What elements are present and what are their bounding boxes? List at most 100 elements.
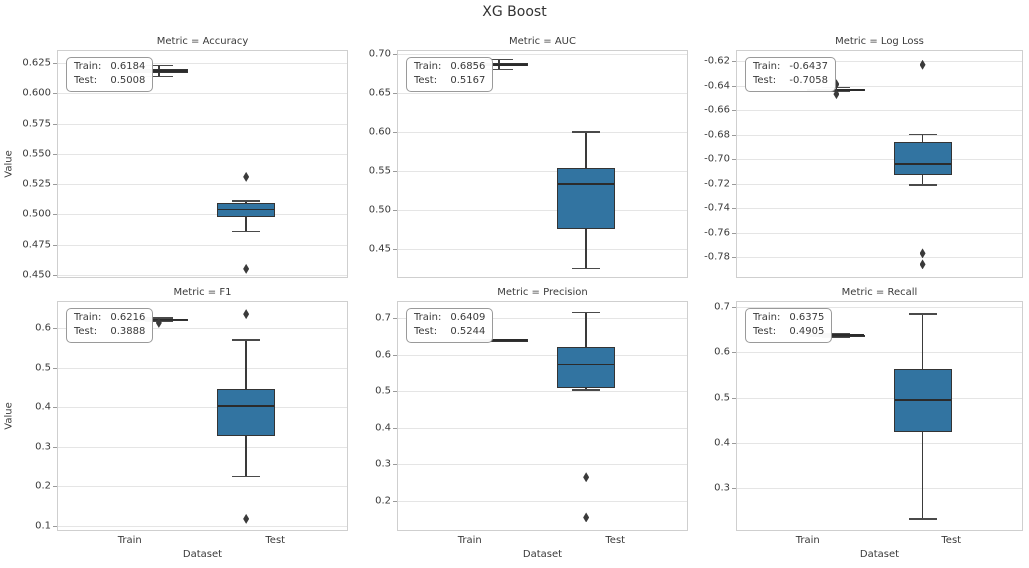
grid-line (397, 427, 688, 429)
y-tick-label: -0.70 (704, 153, 730, 165)
whisker-line (921, 134, 924, 142)
y-tick-mark (53, 184, 57, 186)
axes-precision (397, 301, 688, 531)
y-tick-label: 0.600 (22, 87, 51, 99)
x-tick-label-test: Test (265, 535, 286, 546)
whisker-cap (822, 336, 851, 339)
whisker-line (158, 65, 160, 69)
y-tick-mark (53, 123, 57, 125)
y-tick-mark (732, 442, 736, 444)
y-tick-mark (732, 397, 736, 399)
annotation-train-value: 0.6216 (110, 312, 146, 323)
y-tick-mark (732, 257, 736, 258)
y-tick-label: -0.78 (704, 251, 730, 263)
y-tick-mark (53, 93, 57, 95)
grid-line (57, 275, 348, 276)
annotation-train-value: 0.6856 (450, 61, 486, 72)
y-tick-label: 0.3 (375, 458, 391, 470)
annotation-train-label: Train: (753, 312, 781, 323)
annotation-test-value: 0.4905 (789, 326, 825, 337)
y-tick-label: 0.6 (375, 349, 391, 361)
annotation-test-value: 0.5167 (450, 75, 486, 86)
annotation-test-value: 0.3888 (110, 326, 146, 337)
annotation-box: Train: 0.6216 Test: 0.3888 (66, 308, 154, 343)
y-tick-label: 0.4 (375, 422, 391, 434)
y-tick-mark (732, 159, 736, 160)
median-line (470, 64, 527, 67)
annotation-box: Train: 0.6856 Test: 0.5167 (406, 57, 494, 92)
y-tick-mark (393, 171, 397, 172)
y-tick-mark (53, 63, 57, 64)
whisker-line (921, 313, 924, 369)
whisker-line (498, 66, 500, 70)
outlier-point (583, 512, 590, 523)
outlier-point (833, 79, 840, 90)
grid-line (57, 446, 348, 448)
annotation-train-label: Train: (414, 61, 442, 72)
median-line (218, 208, 275, 211)
y-tick-mark (732, 208, 736, 209)
box-test (893, 141, 952, 175)
y-tick-label: -0.62 (704, 55, 730, 67)
annotation-train-label: Train: (74, 61, 102, 72)
median-line (894, 163, 951, 165)
y-tick-mark (53, 153, 57, 155)
y-tick-mark (732, 85, 736, 87)
grid-line (397, 210, 688, 211)
grid-line (736, 134, 1023, 136)
x-axis-label: Dataset (182, 549, 223, 560)
annotation-test-label: Test: (74, 326, 98, 337)
grid-line (57, 123, 348, 125)
y-tick-mark (393, 210, 397, 211)
y-tick-mark (732, 232, 736, 234)
y-tick-mark (732, 488, 736, 489)
y-tick-label: 0.45 (368, 243, 391, 255)
y-axis-label: Value (3, 402, 15, 430)
annotation-test-label: Test: (753, 75, 777, 86)
annotation-train-label: Train: (74, 312, 102, 323)
whisker-line (498, 59, 500, 64)
y-axis-label: Value (3, 150, 15, 178)
subplot-title-auc: Metric = AUC (509, 36, 576, 47)
y-tick-label: -0.66 (704, 104, 730, 116)
median-line (558, 183, 615, 186)
y-tick-label: 0.4 (35, 401, 51, 413)
y-tick-mark (732, 183, 736, 185)
y-tick-label: 0.2 (375, 495, 391, 507)
x-axis-label: Dataset (522, 549, 563, 560)
y-tick-label: 0.575 (22, 118, 51, 129)
whisker-cap (232, 475, 261, 478)
grid-line (57, 486, 348, 488)
whisker-line (245, 339, 247, 389)
grid-line (397, 132, 688, 133)
whisker-cap (232, 339, 261, 341)
y-tick-label: 0.6 (35, 322, 51, 334)
outlier-point (155, 317, 162, 328)
y-tick-mark (393, 464, 397, 466)
y-tick-mark (53, 526, 57, 527)
grid-line (57, 367, 348, 369)
grid-line (57, 407, 348, 409)
outlier-point (833, 89, 840, 100)
whisker-cap (908, 313, 937, 315)
whisker-line (585, 312, 587, 348)
y-tick-mark (732, 307, 736, 308)
y-tick-label: 0.6 (714, 346, 730, 358)
y-tick-mark (393, 391, 397, 393)
outlier-point (243, 309, 250, 320)
grid-line (736, 257, 1023, 258)
y-tick-label: 0.65 (368, 87, 391, 99)
y-tick-label: 0.625 (22, 57, 51, 69)
grid-line (397, 93, 688, 94)
x-tick-label-train: Train (457, 535, 482, 546)
y-tick-label: 0.450 (22, 269, 51, 281)
outlier-point (243, 171, 250, 182)
median-line (808, 334, 865, 337)
y-tick-label: 0.550 (22, 148, 51, 160)
axes-f1 (57, 301, 348, 531)
grid-line (736, 61, 1023, 62)
median-line (218, 404, 275, 407)
whisker-line (245, 201, 247, 204)
grid-line (57, 526, 348, 527)
annotation-box: Train: 0.6375 Test: 0.4905 (745, 308, 833, 343)
